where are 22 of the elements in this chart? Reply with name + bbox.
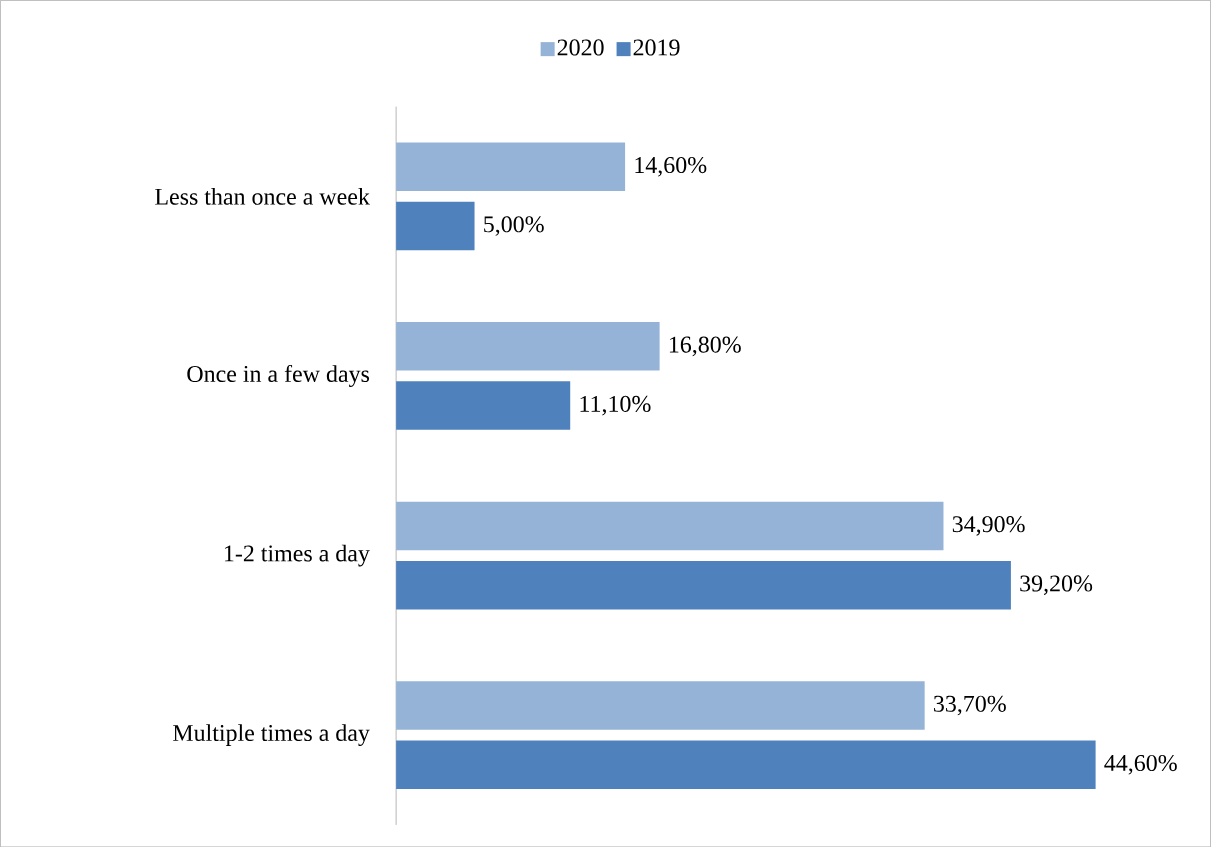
bar [396, 321, 660, 371]
bar [396, 381, 571, 430]
bar [396, 201, 475, 251]
legend-label: 2020 [557, 39, 604, 56]
bar [396, 740, 1096, 789]
y-tick-label: Less than once a week [155, 187, 370, 205]
data-label: 5,00% [484, 216, 544, 236]
bar [396, 560, 1011, 610]
data-label: 33,70% [934, 695, 1006, 716]
data-label: 39,20% [1020, 575, 1093, 595]
legend-label: 2019 [633, 39, 680, 56]
bar [396, 142, 626, 191]
y-tick-label: Multiple times a day [173, 724, 370, 746]
data-label: 16,80% [669, 336, 741, 356]
data-label: 14,60% [635, 156, 707, 177]
data-label: 44,60% [1104, 754, 1177, 775]
y-tick-label: 1-2 times a day [224, 544, 370, 567]
y-tick-label: Once in a few days [187, 364, 370, 387]
data-label: 34,90% [952, 515, 1025, 536]
bar [396, 501, 944, 550]
data-label: 11,10% [580, 395, 651, 416]
bar [396, 681, 925, 730]
